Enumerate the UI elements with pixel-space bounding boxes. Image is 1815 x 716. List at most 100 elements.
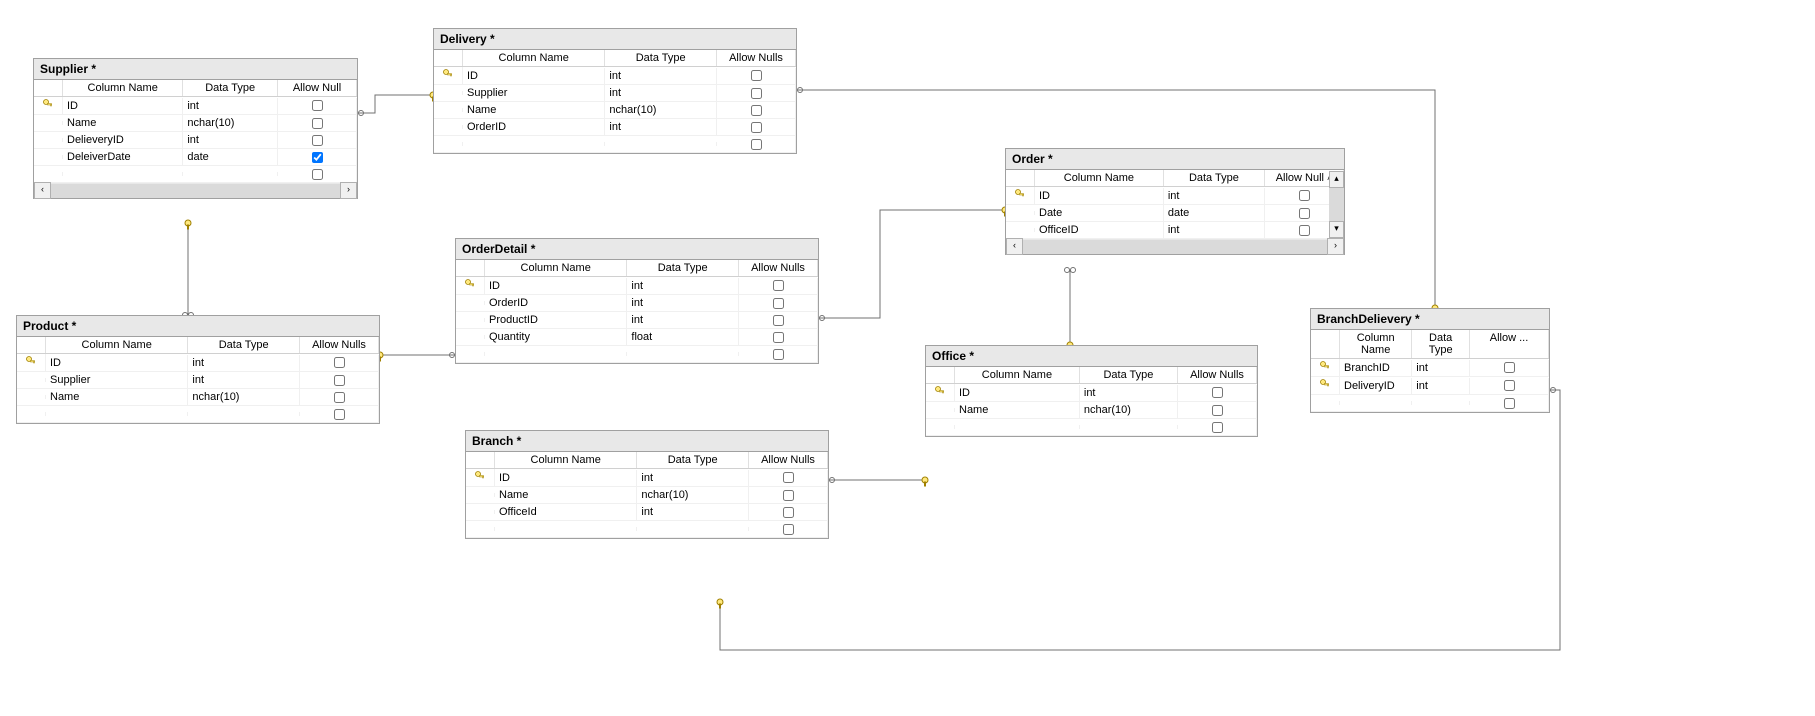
- data-type-cell[interactable]: int: [627, 295, 739, 311]
- allow-null-checkbox[interactable]: [1212, 422, 1223, 433]
- column-name-cell[interactable]: [485, 352, 627, 356]
- data-type-cell[interactable]: int: [1164, 188, 1265, 204]
- column-name-cell[interactable]: OrderID: [463, 119, 605, 135]
- allow-null-cell[interactable]: [300, 372, 379, 388]
- table-row[interactable]: Supplier int: [17, 372, 379, 389]
- column-name-cell[interactable]: BranchID: [1340, 360, 1412, 376]
- table-row[interactable]: [434, 136, 796, 153]
- table-branch[interactable]: Branch * Column Name Data Type Allow Nul…: [465, 430, 829, 539]
- column-name-cell[interactable]: Name: [463, 102, 605, 118]
- table-row[interactable]: Name nchar(10): [434, 102, 796, 119]
- table-row[interactable]: Name nchar(10): [34, 115, 357, 132]
- table-row[interactable]: OfficeId int: [466, 504, 828, 521]
- table-row[interactable]: OfficeID int: [1006, 222, 1344, 239]
- allow-null-checkbox[interactable]: [783, 524, 794, 535]
- data-type-cell[interactable]: int: [605, 119, 717, 135]
- allow-null-checkbox[interactable]: [1212, 405, 1223, 416]
- data-type-cell[interactable]: int: [183, 132, 278, 148]
- allow-null-cell[interactable]: [739, 295, 818, 311]
- allow-null-checkbox[interactable]: [773, 332, 784, 343]
- table-title[interactable]: BranchDelievery *: [1311, 309, 1549, 330]
- column-name-cell[interactable]: [63, 172, 183, 176]
- allow-null-checkbox[interactable]: [334, 392, 345, 403]
- allow-null-checkbox[interactable]: [751, 105, 762, 116]
- allow-null-cell[interactable]: [1470, 378, 1549, 394]
- data-type-cell[interactable]: float: [627, 329, 739, 345]
- data-type-cell[interactable]: int: [188, 372, 300, 388]
- table-row[interactable]: DelieveryID int: [34, 132, 357, 149]
- column-name-cell[interactable]: Name: [495, 487, 637, 503]
- scroll-down-button[interactable]: ▾: [1329, 221, 1344, 238]
- data-type-cell[interactable]: int: [605, 85, 717, 101]
- table-row[interactable]: ID int: [1006, 187, 1344, 205]
- table-row[interactable]: Supplier int: [434, 85, 796, 102]
- column-name-cell[interactable]: DeliveryID: [1340, 378, 1412, 394]
- connection-orderdetail-order[interactable]: [819, 210, 1005, 318]
- table-row[interactable]: Name nchar(10): [466, 487, 828, 504]
- allow-null-checkbox[interactable]: [773, 280, 784, 291]
- table-row[interactable]: [466, 521, 828, 538]
- allow-null-cell[interactable]: [1178, 385, 1257, 401]
- data-type-cell[interactable]: [627, 352, 739, 356]
- table-title[interactable]: Branch *: [466, 431, 828, 452]
- data-type-cell[interactable]: [188, 412, 300, 416]
- column-name-cell[interactable]: Quantity: [485, 329, 627, 345]
- table-row[interactable]: DeleiverDate date: [34, 149, 357, 166]
- table-row[interactable]: ID int: [456, 277, 818, 295]
- table-row[interactable]: [926, 419, 1257, 436]
- scroll-right-button[interactable]: ›: [1327, 238, 1344, 255]
- column-name-cell[interactable]: Name: [63, 115, 183, 131]
- column-name-cell[interactable]: ID: [955, 385, 1080, 401]
- table-row[interactable]: Name nchar(10): [17, 389, 379, 406]
- allow-null-checkbox[interactable]: [334, 409, 345, 420]
- scroll-track[interactable]: [1023, 240, 1327, 254]
- allow-null-checkbox[interactable]: [1299, 225, 1310, 236]
- scroll-left-button[interactable]: ‹: [34, 182, 51, 199]
- column-name-cell[interactable]: OrderID: [485, 295, 627, 311]
- column-name-cell[interactable]: Date: [1035, 205, 1164, 221]
- allow-null-cell[interactable]: [278, 132, 357, 148]
- column-name-cell[interactable]: DelieveryID: [63, 132, 183, 148]
- allow-null-checkbox[interactable]: [751, 70, 762, 81]
- column-name-cell[interactable]: ID: [63, 98, 183, 114]
- allow-null-checkbox[interactable]: [751, 88, 762, 99]
- column-name-cell[interactable]: Name: [46, 389, 188, 405]
- table-supplier[interactable]: Supplier * Column Name Data Type Allow N…: [33, 58, 358, 199]
- allow-null-cell[interactable]: [1178, 402, 1257, 418]
- data-type-cell[interactable]: int: [1080, 385, 1178, 401]
- allow-null-cell[interactable]: [749, 521, 828, 537]
- data-type-cell[interactable]: int: [627, 312, 739, 328]
- allow-null-cell[interactable]: [1470, 395, 1549, 411]
- data-type-cell[interactable]: int: [1412, 360, 1470, 376]
- data-type-cell[interactable]: nchar(10): [637, 487, 749, 503]
- table-title[interactable]: OrderDetail *: [456, 239, 818, 260]
- column-name-cell[interactable]: ID: [485, 278, 627, 294]
- allow-null-checkbox[interactable]: [1299, 190, 1310, 201]
- allow-null-checkbox[interactable]: [334, 375, 345, 386]
- table-office[interactable]: Office * Column Name Data Type Allow Nul…: [925, 345, 1258, 437]
- column-name-cell[interactable]: [1340, 401, 1412, 405]
- table-row[interactable]: OrderID int: [434, 119, 796, 136]
- allow-null-cell[interactable]: [739, 278, 818, 294]
- column-name-cell[interactable]: ProductID: [485, 312, 627, 328]
- table-row[interactable]: [456, 346, 818, 363]
- column-name-cell[interactable]: ID: [1035, 188, 1164, 204]
- allow-null-checkbox[interactable]: [1212, 387, 1223, 398]
- connection-supplier-delivery[interactable]: [358, 95, 433, 113]
- allow-null-checkbox[interactable]: [312, 169, 323, 180]
- table-delivery[interactable]: Delivery * Column Name Data Type Allow N…: [433, 28, 797, 154]
- scroll-track[interactable]: [51, 184, 340, 198]
- scroll-left-button[interactable]: ‹: [1006, 238, 1023, 255]
- table-row[interactable]: ProductID int: [456, 312, 818, 329]
- table-orderdetail[interactable]: OrderDetail * Column Name Data Type Allo…: [455, 238, 819, 364]
- allow-null-checkbox[interactable]: [312, 118, 323, 129]
- allow-null-cell[interactable]: [749, 470, 828, 486]
- table-title[interactable]: Supplier *: [34, 59, 357, 80]
- column-name-cell[interactable]: [955, 425, 1080, 429]
- scroll-up-button[interactable]: ▴: [1329, 171, 1344, 188]
- data-type-cell[interactable]: int: [637, 504, 749, 520]
- data-type-cell[interactable]: [1080, 425, 1178, 429]
- column-name-cell[interactable]: [46, 412, 188, 416]
- table-row[interactable]: OrderID int: [456, 295, 818, 312]
- table-row[interactable]: ID int: [17, 354, 379, 372]
